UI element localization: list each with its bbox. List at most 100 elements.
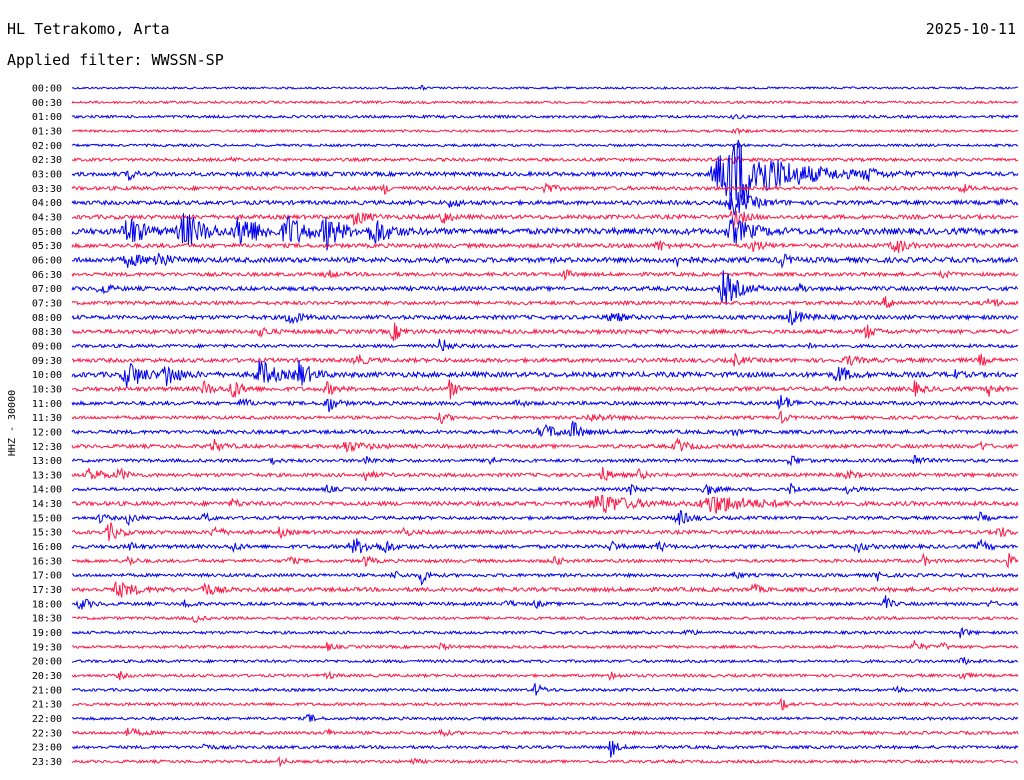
trace-1830 xyxy=(71,615,1019,624)
time-label-0130: 01:30 xyxy=(32,126,62,137)
time-label-1500: 15:00 xyxy=(32,513,62,524)
time-label-1030: 10:30 xyxy=(32,384,62,395)
time-label-1100: 11:00 xyxy=(32,399,62,410)
trace-1200 xyxy=(71,420,1019,438)
trace-1600 xyxy=(71,538,1019,554)
trace-0230 xyxy=(71,155,1019,164)
time-label-0030: 00:30 xyxy=(32,98,62,109)
time-label-0700: 07:00 xyxy=(32,284,62,295)
trace-1530 xyxy=(71,522,1019,542)
trace-2330 xyxy=(71,756,1019,768)
time-label-1000: 10:00 xyxy=(32,370,62,381)
time-label-0000: 00:00 xyxy=(32,84,62,95)
trace-1730 xyxy=(71,580,1019,598)
trace-0330 xyxy=(71,182,1019,195)
time-label-0430: 04:30 xyxy=(32,212,62,223)
time-label-2100: 21:00 xyxy=(32,685,62,696)
time-label-2200: 22:00 xyxy=(32,714,62,725)
trace-2000 xyxy=(71,657,1019,666)
time-label-0400: 04:00 xyxy=(32,198,62,209)
trace-1300 xyxy=(71,454,1019,467)
trace-1900 xyxy=(71,626,1019,639)
trace-1130 xyxy=(71,410,1019,425)
time-label-1230: 12:30 xyxy=(32,442,62,453)
time-label-2230: 22:30 xyxy=(32,728,62,739)
time-label-0300: 03:00 xyxy=(32,169,62,180)
y-axis-label: HHZ - 30000 xyxy=(7,390,18,456)
trace-0100 xyxy=(71,114,1019,120)
time-label-0200: 02:00 xyxy=(32,141,62,152)
trace-1330 xyxy=(71,466,1019,482)
time-label-0730: 07:30 xyxy=(32,298,62,309)
trace-0700 xyxy=(71,270,1019,305)
time-label-1130: 11:30 xyxy=(32,413,62,424)
time-label-1600: 16:00 xyxy=(32,542,62,553)
trace-1630 xyxy=(71,552,1019,569)
time-label-1900: 19:00 xyxy=(32,628,62,639)
trace-0630 xyxy=(71,269,1019,281)
trace-1800 xyxy=(71,595,1019,610)
time-label-1430: 14:30 xyxy=(32,499,62,510)
time-label-0930: 09:30 xyxy=(32,356,62,367)
trace-1500 xyxy=(71,510,1019,527)
trace-2030 xyxy=(71,670,1019,682)
trace-0400 xyxy=(71,192,1019,216)
record-date: 2025-10-11 xyxy=(925,20,1016,38)
time-label-2000: 20:00 xyxy=(32,657,62,668)
time-label-1300: 13:00 xyxy=(32,456,62,467)
filter-label: Applied filter: WWSSN-SP xyxy=(7,51,224,69)
trace-0800 xyxy=(71,309,1019,326)
time-label-1330: 13:30 xyxy=(32,470,62,481)
time-label-1800: 18:00 xyxy=(32,599,62,610)
time-label-0630: 06:30 xyxy=(32,270,62,281)
time-label-0500: 05:00 xyxy=(32,227,62,238)
time-label-1630: 16:30 xyxy=(32,556,62,567)
trace-1700 xyxy=(71,570,1019,586)
time-label-1200: 12:00 xyxy=(32,427,62,438)
trace-2100 xyxy=(71,683,1019,696)
trace-2300 xyxy=(71,740,1019,758)
time-label-1830: 18:30 xyxy=(32,614,62,625)
trace-1030 xyxy=(71,379,1019,400)
time-label-1530: 15:30 xyxy=(32,528,62,539)
trace-0900 xyxy=(71,338,1019,352)
trace-1230 xyxy=(71,436,1019,453)
trace-0000 xyxy=(71,84,1019,92)
trace-2200 xyxy=(71,713,1019,722)
time-label-1700: 17:00 xyxy=(32,571,62,582)
trace-1430 xyxy=(71,494,1019,514)
trace-0300 xyxy=(71,139,1019,211)
trace-0830 xyxy=(71,322,1019,342)
seismic-traces xyxy=(71,84,1019,768)
trace-2130 xyxy=(71,697,1019,711)
time-tick-labels: 00:00 00:30 01:00 01:30 02:00 02:30 03:00 03:30… xyxy=(32,84,62,769)
trace-0430 xyxy=(71,210,1019,230)
time-label-0100: 01:00 xyxy=(32,112,62,123)
trace-0730 xyxy=(71,296,1019,308)
trace-1400 xyxy=(71,483,1019,496)
time-label-2030: 20:30 xyxy=(32,671,62,682)
time-label-2130: 21:30 xyxy=(32,700,62,711)
trace-1930 xyxy=(71,640,1019,652)
trace-2230 xyxy=(71,727,1019,738)
trace-1000 xyxy=(71,359,1019,388)
trace-0530 xyxy=(71,239,1019,254)
time-label-1930: 19:30 xyxy=(32,642,62,653)
time-label-0230: 02:30 xyxy=(32,155,62,166)
trace-0930 xyxy=(71,353,1019,367)
trace-0030 xyxy=(71,99,1019,105)
time-label-2330: 23:30 xyxy=(32,757,62,768)
time-label-0600: 06:00 xyxy=(32,255,62,266)
trace-0130 xyxy=(71,128,1019,136)
time-label-1400: 14:00 xyxy=(32,485,62,496)
trace-0500 xyxy=(71,213,1019,251)
trace-0200 xyxy=(71,142,1019,149)
trace-0600 xyxy=(71,252,1019,269)
trace-1100 xyxy=(71,394,1019,413)
time-label-1730: 17:30 xyxy=(32,585,62,596)
time-label-0800: 08:00 xyxy=(32,313,62,324)
time-label-0900: 09:00 xyxy=(32,341,62,352)
time-label-2300: 23:00 xyxy=(32,743,62,754)
time-label-0530: 05:30 xyxy=(32,241,62,252)
